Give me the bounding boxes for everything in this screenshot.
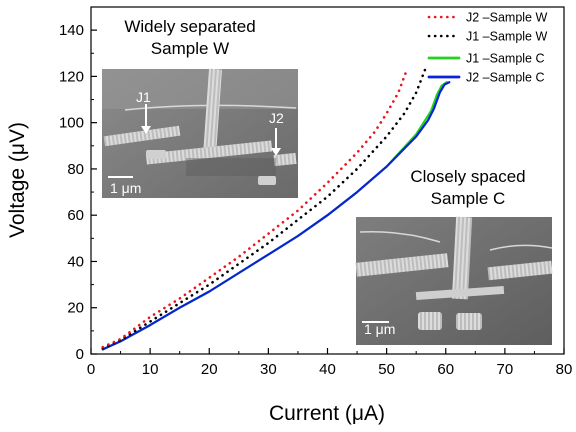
- x-tick-label: 70: [497, 361, 514, 378]
- legend-label: J2 –Sample C: [466, 71, 545, 85]
- x-tick-label: 40: [319, 361, 336, 378]
- annotation-sample-w-line2: Sample W: [151, 39, 229, 58]
- x-tick-label: 10: [142, 361, 159, 378]
- inset-w-scale-bar: 1 μm: [110, 180, 141, 196]
- inset-w-label-j2: J2: [269, 110, 284, 126]
- legend: J2 –Sample W J1 –Sample W J1 –Sample C J2 –…: [427, 11, 547, 85]
- legend-label: J1 –Sample W: [466, 30, 547, 44]
- annotation-sample-c-line2: Sample C: [431, 189, 506, 208]
- annotation-sample-c-line1: Closely spaced: [410, 167, 525, 186]
- x-tick-label: 20: [201, 361, 218, 378]
- data-series: [101, 67, 451, 351]
- x-tick-label: 50: [378, 361, 395, 378]
- y-tick-label: 40: [67, 253, 84, 270]
- x-tick-label: 60: [437, 361, 454, 378]
- annotation-sample-w-line1: Widely separated: [124, 17, 255, 36]
- series-line: [101, 67, 409, 349]
- y-tick-label: 80: [67, 161, 84, 178]
- x-tick-label: 30: [260, 361, 277, 378]
- x-axis-title: Current (μA): [269, 402, 385, 425]
- y-axis-title: Voltage (μV): [6, 122, 29, 238]
- inset-c-scale-bar: 1 μm: [364, 321, 395, 337]
- sem-image-sample-w: J1 J2 1 μm: [102, 68, 298, 198]
- legend-label: J2 –Sample W: [466, 11, 547, 25]
- y-tick-label: 120: [59, 68, 84, 85]
- x-tick-label: 80: [556, 361, 573, 378]
- y-tick-label: 140: [59, 22, 84, 39]
- y-tick-label: 100: [59, 115, 84, 132]
- x-tick-label: 0: [87, 361, 95, 378]
- y-tick-label: 0: [76, 346, 84, 363]
- legend-label: J1 –Sample C: [466, 52, 545, 66]
- series-line: [101, 81, 451, 351]
- y-tick-label: 20: [67, 300, 84, 317]
- inset-w-label-j1: J1: [136, 89, 151, 105]
- sem-image-sample-c: 1 μm: [355, 216, 553, 345]
- y-tick-label: 60: [67, 207, 84, 224]
- axes: 0 10 20 30 40 50 60 70 80 0 20 40 60 80 100 120 140: [59, 22, 572, 378]
- series-line: [101, 68, 427, 350]
